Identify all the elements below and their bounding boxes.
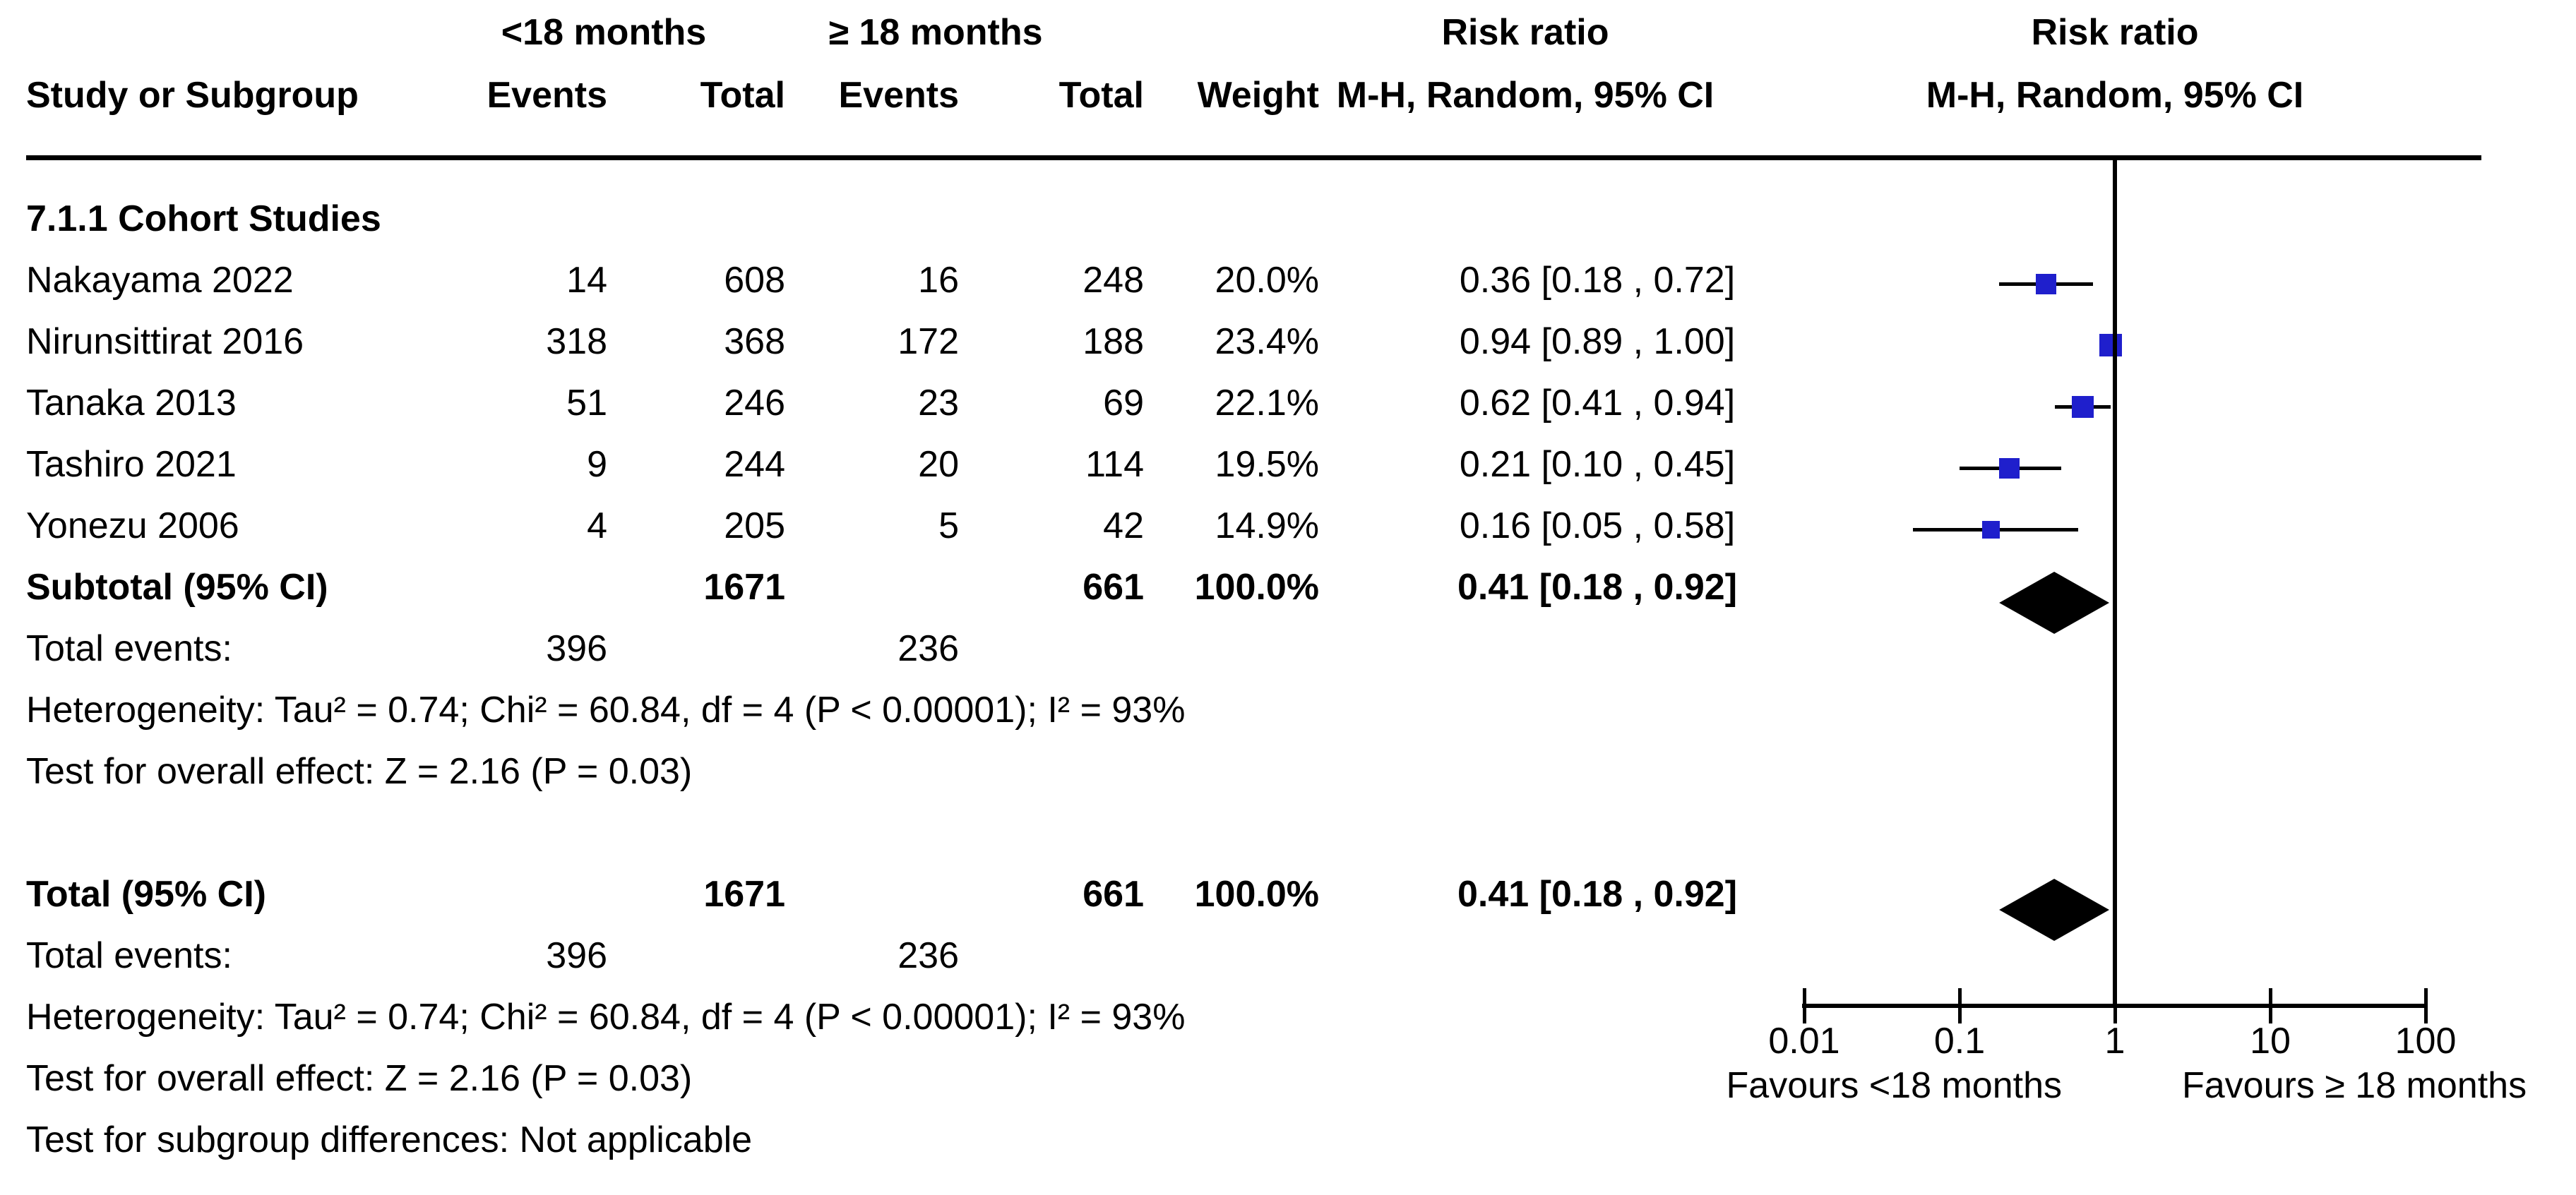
effect-square-marker — [2099, 334, 2123, 356]
study-total-2: 69 — [1103, 383, 1144, 424]
col-header-events-2: Events — [838, 75, 959, 116]
effect-square-marker — [1999, 457, 2020, 479]
col-header-ci: M-H, Random, 95% CI — [1336, 75, 1715, 116]
study-total-2: 42 — [1103, 505, 1144, 546]
study-name: Yonezu 2006 — [26, 505, 239, 546]
study-total-1: 205 — [724, 505, 785, 546]
pooled-total-1: 1671 — [703, 567, 785, 608]
study-events-1: 14 — [566, 260, 607, 301]
pooled-diamond — [1999, 572, 2110, 634]
pooled-total-2: 661 — [1083, 567, 1144, 608]
study-ci-text: 0.62 [0.41 , 0.94] — [1459, 383, 1736, 424]
axis-tick — [1803, 988, 1806, 1023]
study-total-1: 608 — [724, 260, 785, 301]
pooled-ci-text: 0.41 [0.18 , 0.92] — [1457, 567, 1738, 608]
overall-effect-text: Test for overall effect: Z = 2.16 (P = 0… — [26, 1058, 693, 1099]
study-events-2: 172 — [898, 321, 959, 362]
study-weight: 20.0% — [1215, 260, 1319, 301]
study-total-2: 114 — [1085, 444, 1144, 485]
total-events-label: Total events: — [26, 628, 232, 669]
study-name: Nakayama 2022 — [26, 260, 294, 301]
study-events-1: 318 — [546, 321, 607, 362]
col-header-study: Study or Subgroup — [26, 75, 359, 116]
study-events-2: 16 — [918, 260, 959, 301]
pooled-label: Total (95% CI) — [26, 874, 266, 915]
group1-header: <18 months — [501, 12, 707, 53]
axis-tick — [2269, 988, 2272, 1023]
favours-left-label: Favours <18 months — [1726, 1065, 2062, 1106]
axis-tick-label: 10 — [2250, 1021, 2291, 1062]
heterogeneity-text: Heterogeneity: Tau² = 0.74; Chi² = 60.84… — [26, 690, 1186, 731]
study-weight: 14.9% — [1215, 505, 1319, 546]
study-events-1: 51 — [566, 383, 607, 424]
subgroup-differences-text: Test for subgroup differences: Not appli… — [26, 1119, 753, 1160]
total-events-label: Total events: — [26, 935, 232, 976]
axis-tick — [1958, 988, 1962, 1023]
study-weight: 23.4% — [1215, 321, 1319, 362]
study-total-2: 248 — [1083, 260, 1144, 301]
study-name: Tanaka 2013 — [26, 383, 237, 424]
pooled-weight: 100.0% — [1194, 567, 1319, 608]
study-total-2: 188 — [1083, 321, 1144, 362]
study-ci-text: 0.94 [0.89 , 1.00] — [1459, 321, 1736, 362]
overall-effect-text: Test for overall effect: Z = 2.16 (P = 0… — [26, 751, 693, 792]
pooled-total-2: 661 — [1083, 874, 1144, 915]
study-total-1: 246 — [724, 383, 785, 424]
effect-square-marker — [1982, 520, 2000, 539]
study-events-2: 5 — [938, 505, 959, 546]
axis-tick-label: 0.1 — [1933, 1021, 1986, 1062]
total-events-2: 236 — [898, 628, 959, 669]
study-events-2: 20 — [918, 444, 959, 485]
subgroup-title: 7.1.1 Cohort Studies — [26, 198, 381, 239]
axis-tick-label: 100 — [2395, 1021, 2457, 1062]
study-events-1: 4 — [587, 505, 607, 546]
study-total-1: 368 — [724, 321, 785, 362]
group2-header: ≥ 18 months — [828, 12, 1043, 53]
pooled-diamond — [1999, 879, 2110, 941]
axis-tick — [2424, 988, 2428, 1023]
study-ci-text: 0.16 [0.05 , 0.58] — [1459, 505, 1736, 546]
col-header-weight: Weight — [1197, 75, 1319, 116]
axis-tick — [2113, 988, 2117, 1023]
study-weight: 19.5% — [1215, 444, 1319, 485]
study-ci-text: 0.36 [0.18 , 0.72] — [1459, 260, 1736, 301]
col-header-total-2: Total — [1059, 75, 1144, 116]
header-rule — [26, 155, 2481, 160]
study-name: Tashiro 2021 — [26, 444, 237, 485]
total-events-1: 396 — [546, 935, 607, 976]
pooled-label: Subtotal (95% CI) — [26, 567, 328, 608]
axis-tick-label: 1 — [2104, 1021, 2125, 1062]
col-header-events-1: Events — [487, 75, 607, 116]
plot-header-ci: M-H, Random, 95% CI — [1926, 75, 2304, 116]
study-total-1: 244 — [724, 444, 785, 485]
effect-square-marker — [2035, 273, 2056, 294]
effect-square-marker — [2071, 395, 2094, 418]
risk-ratio-column-title: Risk ratio — [1441, 12, 1609, 53]
pooled-weight: 100.0% — [1194, 874, 1319, 915]
axis-tick-label: 0.01 — [1768, 1021, 1840, 1062]
col-header-total-1: Total — [700, 75, 785, 116]
risk-ratio-plot-title: Risk ratio — [2031, 12, 2199, 53]
null-effect-line — [2113, 160, 2117, 1008]
pooled-total-1: 1671 — [703, 874, 785, 915]
total-events-1: 396 — [546, 628, 607, 669]
study-name: Nirunsittirat 2016 — [26, 321, 304, 362]
study-weight: 22.1% — [1215, 383, 1319, 424]
study-events-1: 9 — [587, 444, 607, 485]
study-events-2: 23 — [918, 383, 959, 424]
total-events-2: 236 — [898, 935, 959, 976]
study-ci-text: 0.21 [0.10 , 0.45] — [1459, 444, 1736, 485]
heterogeneity-text: Heterogeneity: Tau² = 0.74; Chi² = 60.84… — [26, 997, 1186, 1038]
favours-right-label: Favours ≥ 18 months — [2182, 1065, 2527, 1106]
pooled-ci-text: 0.41 [0.18 , 0.92] — [1457, 874, 1738, 915]
